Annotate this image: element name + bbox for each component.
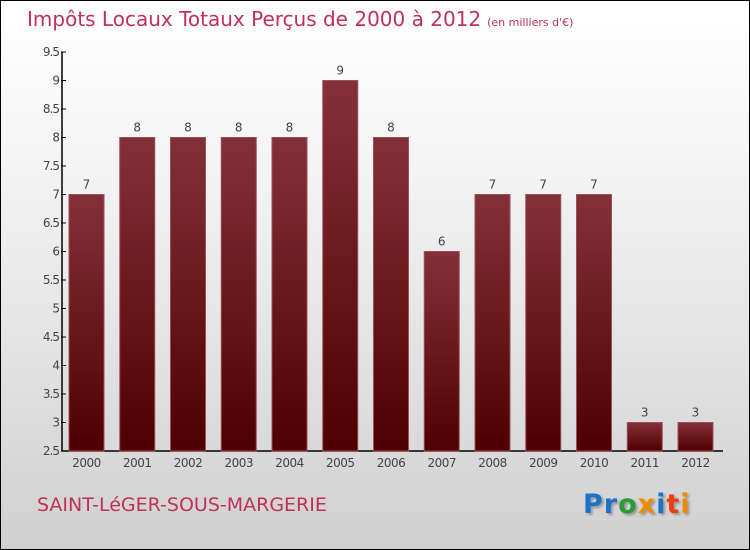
x-tick-label: 2010 bbox=[580, 456, 609, 470]
x-tick-label: 2005 bbox=[326, 456, 355, 470]
bar-2012 bbox=[677, 422, 714, 452]
x-tick-label: 2000 bbox=[72, 456, 101, 470]
data-label: 8 bbox=[286, 121, 294, 135]
data-label: 9 bbox=[336, 64, 344, 78]
logo-letter: i bbox=[656, 489, 667, 520]
y-tick-label: 8 bbox=[52, 131, 59, 145]
data-label: 8 bbox=[184, 121, 192, 135]
data-label: 7 bbox=[489, 178, 497, 192]
logo-letter: P bbox=[583, 489, 604, 520]
y-tick-label: 3.5 bbox=[43, 387, 59, 401]
bar-2004 bbox=[271, 137, 308, 452]
bar-2006 bbox=[373, 137, 409, 452]
y-tick-label: 4.5 bbox=[43, 330, 59, 344]
x-tick-label: 2006 bbox=[377, 456, 406, 470]
x-tick-label: 2008 bbox=[478, 456, 507, 470]
bar-2008 bbox=[474, 194, 511, 452]
x-tick-label: 2003 bbox=[224, 456, 253, 470]
y-tick-label: 6 bbox=[52, 245, 59, 259]
bar-2001 bbox=[119, 137, 156, 452]
x-tick-label: 2001 bbox=[123, 456, 152, 470]
y-tick-label: 5 bbox=[52, 302, 59, 316]
bar-2002 bbox=[170, 137, 206, 452]
data-label: 7 bbox=[539, 178, 547, 192]
data-label: 6 bbox=[438, 235, 446, 249]
y-tick-label: 9 bbox=[52, 74, 59, 88]
x-tick-label: 2007 bbox=[427, 456, 456, 470]
logo-letter: x bbox=[637, 489, 657, 520]
y-tick-label: 6.5 bbox=[43, 216, 59, 230]
title-text: Impôts Locaux Totaux Perçus de 2000 à 20… bbox=[27, 7, 482, 31]
proxiti-logo[interactable]: Proxiti bbox=[583, 489, 691, 520]
data-label: 7 bbox=[83, 178, 91, 192]
y-tick-label: 3 bbox=[52, 416, 59, 430]
x-tick-label: 2002 bbox=[174, 456, 203, 470]
data-label: 8 bbox=[387, 121, 395, 135]
y-tick-label: 9.5 bbox=[43, 45, 59, 59]
data-label: 8 bbox=[133, 121, 141, 135]
bar-2009 bbox=[525, 194, 562, 452]
x-tick-label: 2012 bbox=[681, 456, 710, 470]
commune-name: SAINT-LéGER-SOUS-MARGERIE bbox=[37, 494, 327, 516]
y-tick-label: 7 bbox=[52, 188, 59, 202]
y-tick-label: 4 bbox=[52, 359, 59, 373]
subtitle-text: (en milliers d'€) bbox=[487, 16, 574, 29]
y-tick-label: 5.5 bbox=[43, 273, 59, 287]
chart-title: Impôts Locaux Totaux Perçus de 2000 à 20… bbox=[27, 7, 573, 31]
logo-letter: r bbox=[603, 489, 619, 520]
data-label: 3 bbox=[692, 406, 700, 420]
data-label: 3 bbox=[641, 406, 649, 420]
data-label: 7 bbox=[590, 178, 598, 192]
bar-2003 bbox=[220, 137, 257, 452]
data-label: 8 bbox=[235, 121, 243, 135]
x-tick-label: 2009 bbox=[529, 456, 558, 470]
x-tick-label: 2011 bbox=[630, 456, 659, 470]
logo-letter: t bbox=[666, 489, 681, 520]
logo-letter: o bbox=[618, 489, 638, 520]
y-tick-label: 8.5 bbox=[43, 102, 59, 116]
bar-2005 bbox=[322, 80, 359, 452]
bar-2007 bbox=[423, 251, 460, 452]
x-tick-label: 2004 bbox=[275, 456, 304, 470]
y-tick-label: 2.5 bbox=[43, 444, 59, 458]
bar-2011 bbox=[626, 422, 663, 452]
bar-2010 bbox=[576, 194, 612, 452]
y-tick-label: 7.5 bbox=[43, 159, 59, 173]
bar-2000 bbox=[68, 194, 105, 452]
logo-letter: i bbox=[680, 489, 691, 520]
